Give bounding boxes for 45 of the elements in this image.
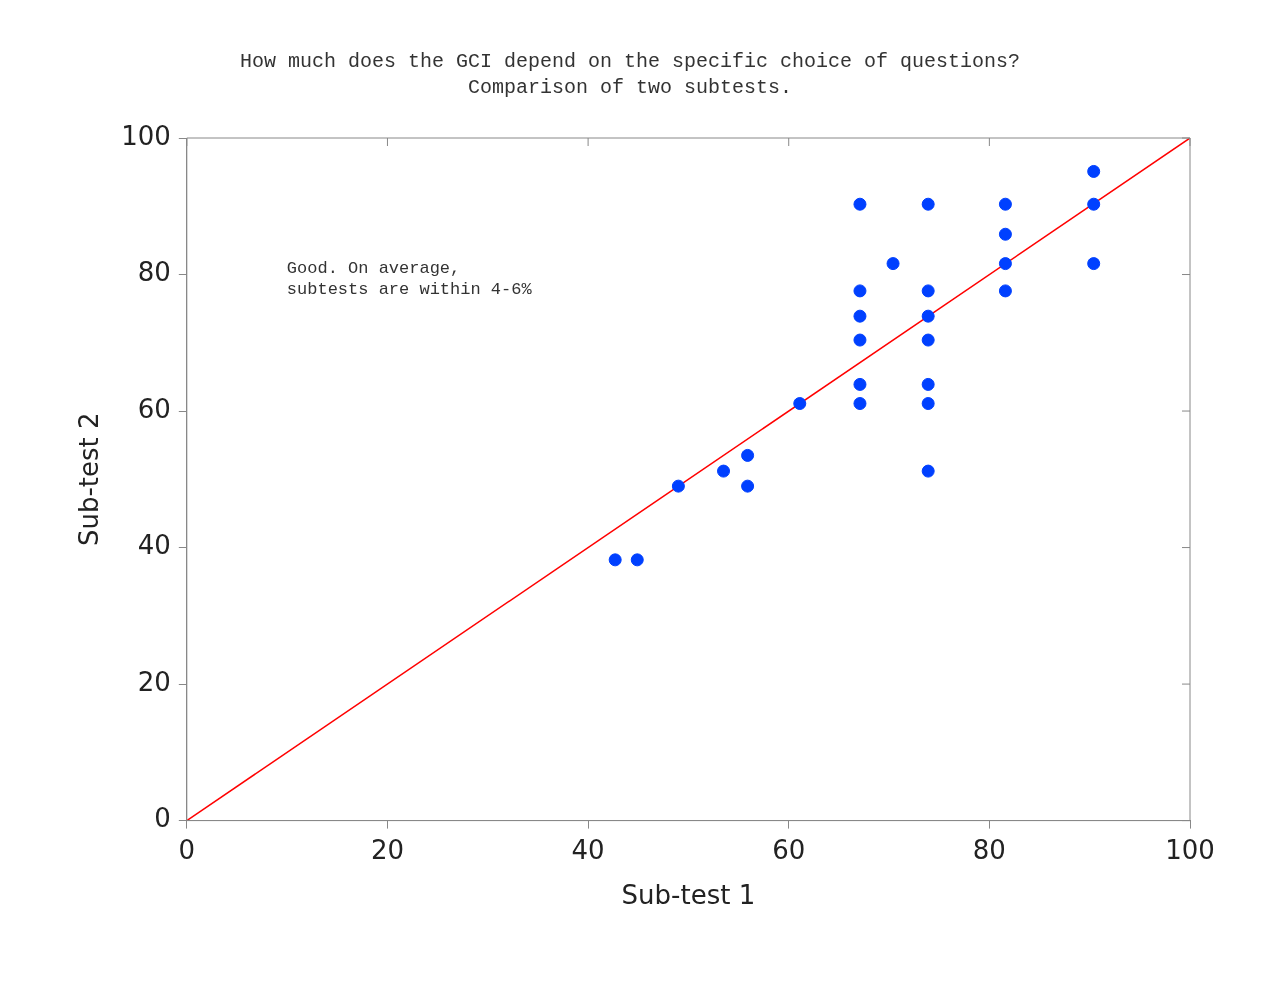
y-axis-title: Sub-test 2 <box>74 412 105 547</box>
point <box>1087 197 1101 211</box>
annotation: Good. On average, subtests are within 4-6% <box>286 259 533 299</box>
y-tick-label: 0 <box>154 803 171 834</box>
x-tick-label: 20 <box>370 834 405 865</box>
x-tick-label: 80 <box>972 834 1006 865</box>
point <box>853 309 867 323</box>
point <box>998 197 1012 211</box>
point <box>853 284 867 298</box>
point <box>921 377 935 391</box>
point <box>741 479 755 493</box>
y-tick-label: 100 <box>121 120 171 151</box>
point <box>1087 164 1101 178</box>
point <box>853 397 867 411</box>
point <box>921 284 935 298</box>
point <box>921 333 935 347</box>
point <box>793 397 807 411</box>
point <box>998 257 1012 271</box>
x-tick-label: 60 <box>772 834 806 865</box>
point <box>853 377 867 391</box>
point <box>608 553 622 567</box>
point <box>886 257 900 271</box>
x-tick-label: 0 <box>178 834 196 865</box>
point <box>1087 257 1101 271</box>
y-tick-label: 60 <box>137 393 171 424</box>
chart-subtitle: Comparison of two subtests. <box>467 76 793 100</box>
point <box>630 553 644 567</box>
point <box>853 197 867 211</box>
point <box>998 284 1012 298</box>
point <box>741 448 755 462</box>
point <box>921 397 935 411</box>
x-tick-label: 100 <box>1165 834 1215 865</box>
point <box>998 227 1012 241</box>
y-tick-label: 80 <box>137 257 171 288</box>
point <box>853 333 867 347</box>
y-tick-label: 20 <box>137 666 171 697</box>
point <box>921 309 935 323</box>
x-axis-title: Sub-test 1 <box>621 880 756 911</box>
point <box>717 464 731 478</box>
y-tick-label: 40 <box>137 530 171 561</box>
x-tick-label: 40 <box>571 834 605 865</box>
point <box>671 479 685 493</box>
point <box>921 464 935 478</box>
chart-title: How much does the GCI depend on the specific choice of questions? <box>239 50 1021 74</box>
point <box>921 197 935 211</box>
